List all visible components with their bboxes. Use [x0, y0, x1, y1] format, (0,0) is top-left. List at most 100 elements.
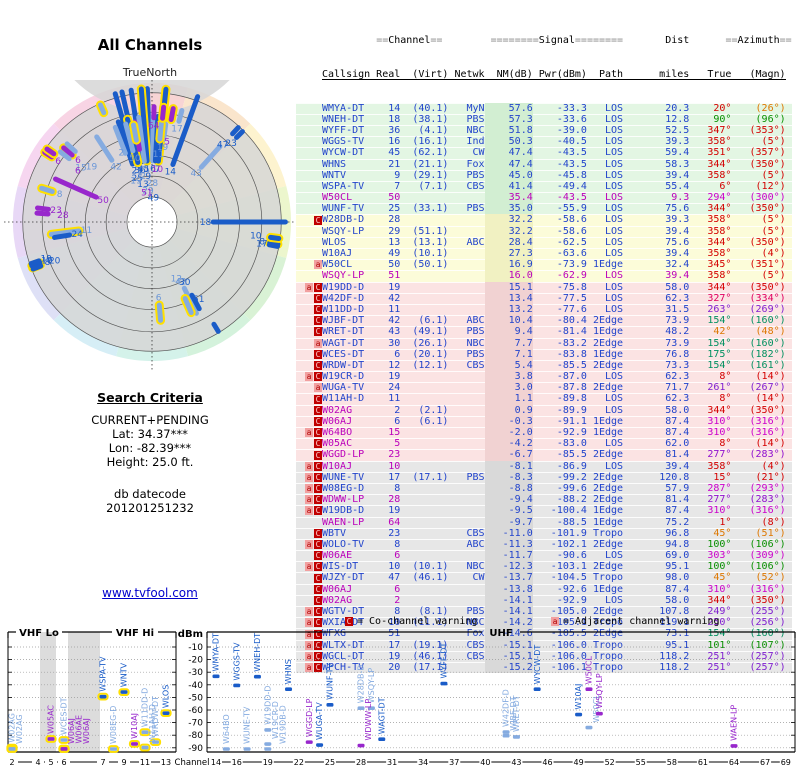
- warning-badges: a: [296, 259, 322, 270]
- cell-real: 64: [370, 516, 401, 528]
- cell-path: 2Edge: [586, 482, 636, 494]
- cell-virt: (12.1): [400, 359, 449, 371]
- radar-bar-label: 6: [75, 167, 81, 177]
- radar-bar-label: 23: [225, 139, 236, 149]
- chart-bar-label: WYFF-DT: [440, 642, 449, 678]
- cell-path: 1Edge: [586, 427, 636, 439]
- radar-bar-label: 64: [148, 121, 160, 131]
- radar-bar-label: 23: [50, 206, 61, 216]
- co-channel-warning-icon: C: [314, 316, 322, 326]
- cell-nm: -11.0: [484, 527, 533, 539]
- cell-callsign: WXIA-DT: [322, 617, 365, 629]
- radar-bar-label: 50: [129, 154, 141, 164]
- dbm-tick-label: -40: [188, 681, 203, 691]
- cell-callsign: WJZY-DT: [322, 572, 371, 584]
- cell-nm: 13.2: [484, 303, 533, 316]
- cell-azimuth-true: 358°: [689, 214, 732, 226]
- radar-bar-label: 2: [140, 172, 146, 182]
- cell-azimuth-magnetic: (161°): [731, 359, 786, 371]
- cell-azimuth-magnetic: (14°): [731, 371, 786, 383]
- co-channel-warning-icon: C: [314, 495, 322, 505]
- cell-virt: (11.1): [400, 617, 449, 629]
- cell-nm: -12.3: [484, 561, 533, 573]
- cell-callsign: WGCL-DT: [322, 650, 371, 662]
- channel-tick-label: 34: [418, 758, 428, 767]
- cell-nm: -9.5: [484, 505, 533, 517]
- cell-real: 29: [370, 225, 401, 237]
- adjacent-channel-text: = Adjacent channel warning: [563, 616, 720, 627]
- cell-azimuth-magnetic: (316°): [731, 427, 786, 439]
- cell-path: LOS: [586, 248, 636, 260]
- cell-azimuth-magnetic: (350°): [731, 594, 786, 606]
- cell-azimuth-true: 100°: [689, 561, 732, 573]
- cell-path: LOS: [586, 393, 636, 405]
- cell-azimuth-magnetic: (316°): [731, 505, 786, 517]
- radar-bar-label: 10: [152, 165, 164, 175]
- chart-bar: W11DD-D: [139, 688, 151, 737]
- cell-virt: [400, 505, 448, 516]
- tvfool-link[interactable]: www.tvfool.com: [102, 586, 198, 600]
- cell-callsign: WNEH-DT: [322, 113, 371, 125]
- cell-real: 24: [370, 382, 401, 394]
- chart-bar-label: W02AG: [8, 713, 17, 743]
- table-row: WYFF-DT 36 (4.1) NBC 51.8 -39.0 LOS 52.5…: [296, 124, 792, 137]
- channel-tick-label: 25: [325, 758, 335, 767]
- cell-nm: -9.7: [484, 516, 533, 528]
- cell-callsign: WUNF-TV: [322, 203, 371, 215]
- cell-nm: 57.3: [484, 113, 533, 125]
- warning-badges: [296, 147, 322, 158]
- cell-nm: -15.1: [484, 639, 533, 651]
- warning-badges: [296, 248, 322, 259]
- cell-azimuth-true: 287°: [689, 482, 732, 494]
- cell-callsign: W19DB-D: [322, 505, 371, 517]
- radar-bar: 2: [95, 100, 124, 159]
- cell-netwk: Fox: [448, 628, 485, 640]
- cell-virt: (13.1): [400, 236, 449, 248]
- cell-azimuth-magnetic: (300°): [731, 192, 786, 204]
- chart-bar-label: W11DD-D: [141, 688, 150, 727]
- cell-netwk: CBS: [448, 180, 485, 192]
- cell-nm: -9.4: [484, 494, 533, 506]
- cell-miles: 57.9: [635, 482, 690, 494]
- cell-pwr: -45.8: [532, 169, 587, 181]
- cell-nm: -15.2: [484, 661, 533, 674]
- cell-pwr: -75.8: [532, 281, 587, 293]
- cell-real: 18: [370, 113, 401, 125]
- cell-callsign: WIS-DT: [322, 561, 371, 573]
- cell-azimuth-true: 303°: [689, 550, 732, 562]
- channel-tick-label: 67: [760, 758, 770, 767]
- table-row: a C WLTX-DT 17 (19.1) CBS -15.1 -106.0 Tro…: [296, 639, 792, 651]
- cell-azimuth-magnetic: (269°): [731, 303, 786, 315]
- radar-bar: 19: [112, 124, 142, 187]
- radar-bar-label: 6: [75, 156, 81, 166]
- cell-virt: [400, 528, 448, 539]
- cell-netwk: CW: [448, 572, 485, 584]
- cell-miles: 118.2: [635, 650, 690, 662]
- cell-path: LOS: [586, 214, 636, 226]
- cell-azimuth-true: 154°: [689, 359, 732, 371]
- cell-pwr: -105.5: [532, 628, 587, 640]
- cell-azimuth-magnetic: (26°): [731, 102, 786, 114]
- cell-netwk: [448, 382, 484, 393]
- cell-azimuth-true: 345°: [689, 259, 732, 271]
- cell-netwk: CW: [448, 147, 485, 159]
- cell-azimuth-magnetic: (5°): [731, 270, 786, 282]
- cell-azimuth-true: 1°: [689, 516, 732, 528]
- channel-tick-label: 61: [698, 758, 708, 767]
- cell-real: 28: [370, 494, 401, 506]
- cell-pwr: -33.3: [532, 102, 587, 114]
- cell-netwk: ABC: [448, 315, 485, 327]
- cell-real: 2: [370, 404, 401, 416]
- cell-nm: -8.3: [484, 471, 533, 483]
- warning-badges: C: [296, 528, 322, 539]
- cell-pwr: -33.6: [532, 113, 587, 125]
- cell-callsign: W08EG-D: [322, 482, 371, 494]
- chart-bar-label: W10AJ: [574, 684, 583, 710]
- cell-pwr: -80.4: [532, 315, 587, 327]
- cell-nm: 27.3: [484, 248, 533, 260]
- adjacent-channel-warning-icon: a: [314, 338, 322, 348]
- cell-virt: (51.1): [400, 225, 449, 237]
- cell-callsign: WOLO-TV: [322, 538, 371, 550]
- cell-callsign: WBTV: [322, 527, 371, 539]
